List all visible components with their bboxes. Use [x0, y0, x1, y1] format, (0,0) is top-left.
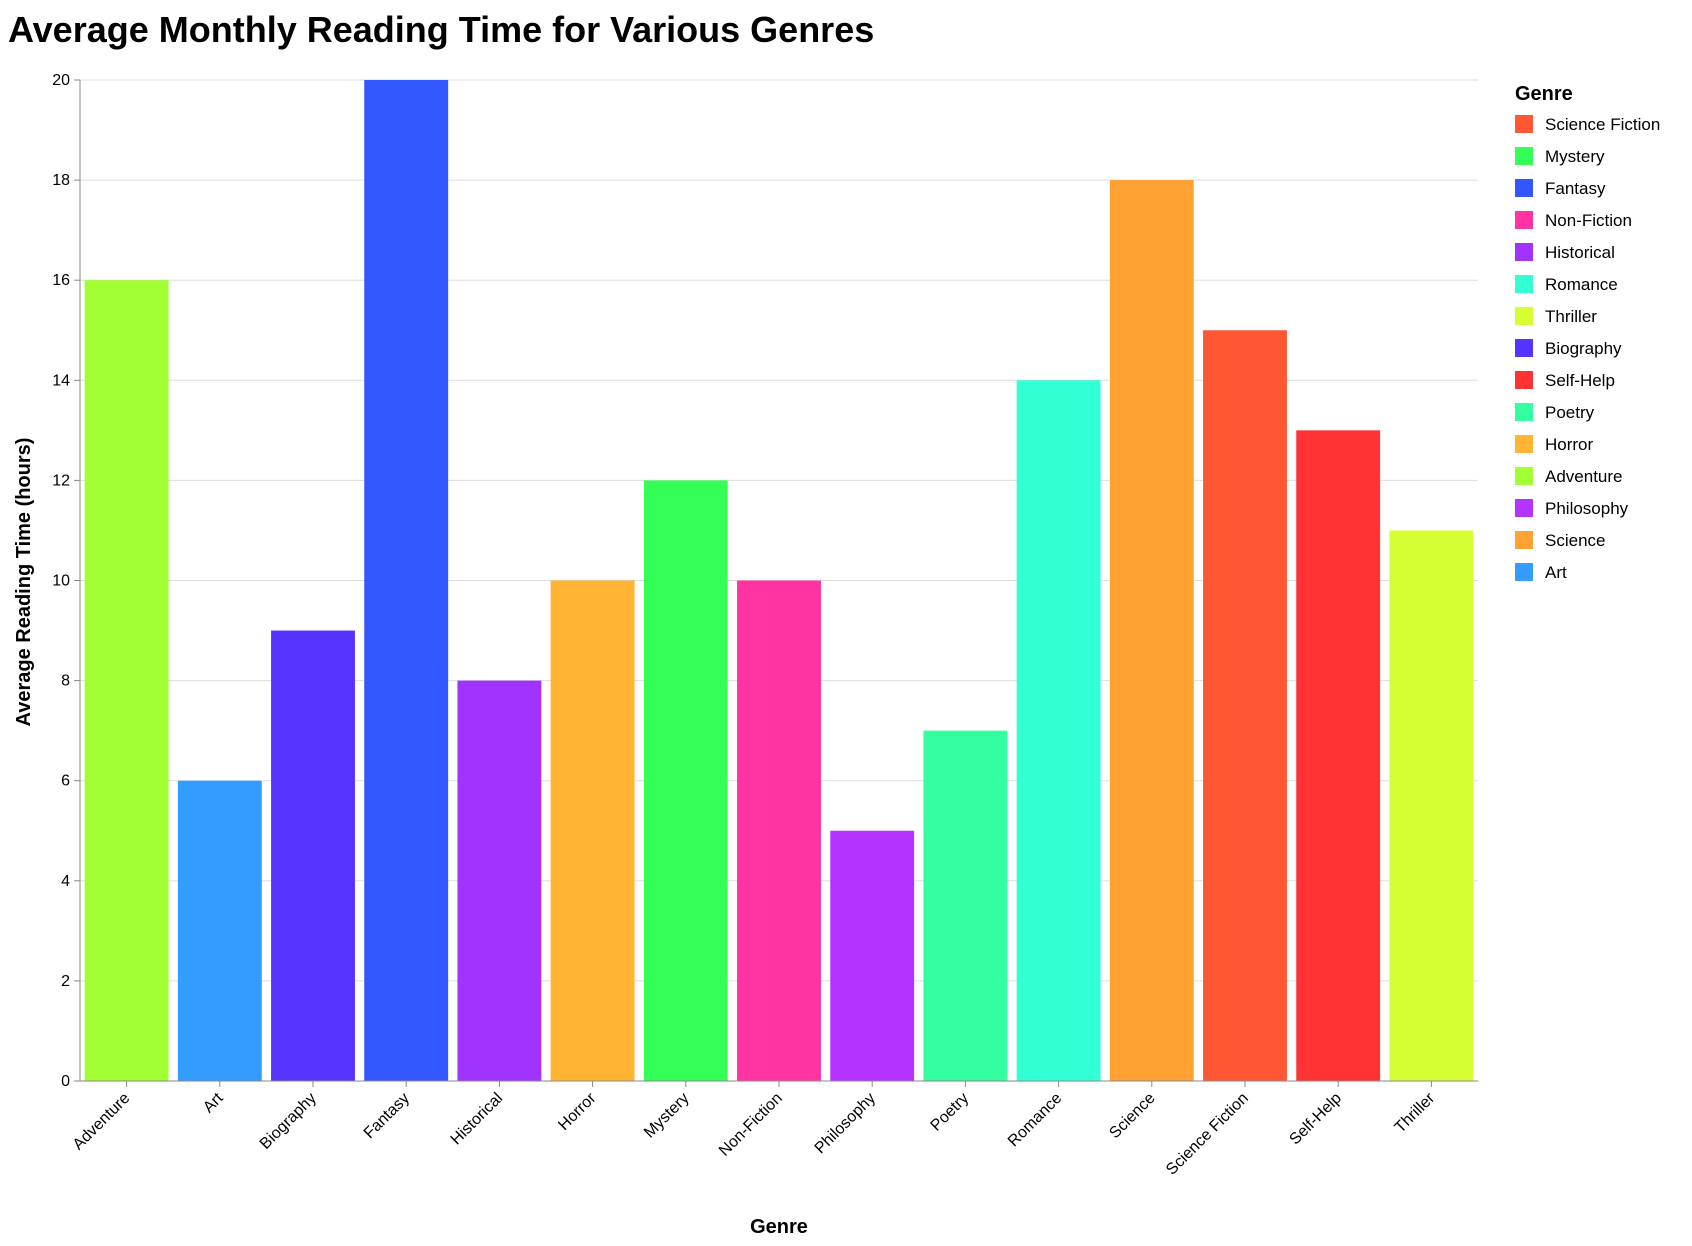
bar-horror [550, 580, 635, 1081]
bar-science-fiction [1203, 330, 1287, 1081]
legend-swatch [1515, 467, 1533, 485]
y-tick-label: 0 [61, 1073, 70, 1090]
legend-swatch [1515, 211, 1533, 229]
bar-mystery [643, 480, 728, 1081]
legend-swatch [1515, 435, 1533, 453]
y-tick-label: 18 [52, 172, 70, 189]
y-tick-label: 12 [52, 472, 70, 489]
x-tick-label: Self-Help [1286, 1090, 1345, 1149]
bar-historical [457, 680, 542, 1081]
legend: Genre Science Fiction Mystery Fantasy Non-F… [1515, 83, 1660, 582]
legend-label: Mystery [1545, 147, 1605, 166]
x-tick-label: Horror [555, 1089, 600, 1134]
y-tick-label: 14 [52, 372, 70, 389]
y-tick-label: 16 [52, 272, 70, 289]
y-tick-label: 8 [61, 673, 70, 690]
legend-label: Science Fiction [1545, 115, 1660, 134]
x-tick-label: Science Fiction [1163, 1090, 1252, 1179]
legend-swatch [1515, 339, 1533, 357]
legend-swatch [1515, 531, 1533, 549]
legend-label: Philosophy [1545, 499, 1629, 518]
bar-non-fiction [737, 580, 821, 1081]
legend-label: Poetry [1545, 403, 1595, 422]
x-tick-label: Biography [257, 1090, 320, 1153]
legend-label: Thriller [1545, 307, 1597, 326]
x-axis-title: Genre [750, 1216, 808, 1238]
x-tick-label: Poetry [928, 1090, 973, 1135]
bar-philosophy [830, 830, 915, 1081]
x-tick-label: Mystery [641, 1090, 693, 1142]
legend-label: Fantasy [1545, 179, 1606, 198]
legend-items: Science Fiction Mystery Fantasy Non-Fiction… [1515, 115, 1660, 582]
legend-title: Genre [1515, 83, 1573, 105]
legend-label: Self-Help [1545, 371, 1615, 390]
legend-swatch [1515, 275, 1533, 293]
x-tick-label: Art [200, 1089, 227, 1116]
x-tick-label: Romance [1005, 1090, 1066, 1151]
legend-swatch [1515, 307, 1533, 325]
legend-label: Science [1545, 531, 1605, 550]
legend-swatch [1515, 147, 1533, 165]
legend-swatch [1515, 371, 1533, 389]
legend-swatch [1515, 115, 1533, 133]
chart-title: Average Monthly Reading Time for Various… [8, 9, 874, 50]
legend-label: Horror [1545, 435, 1594, 454]
legend-label: Historical [1545, 243, 1615, 262]
bar-fantasy [364, 80, 449, 1081]
bar-poetry [923, 730, 1008, 1081]
y-tick-label: 10 [52, 573, 70, 590]
x-tick-label: Thriller [1392, 1089, 1439, 1136]
y-tick-label: 4 [61, 873, 70, 890]
legend-swatch [1515, 179, 1533, 197]
x-tick-label: Science [1106, 1090, 1158, 1142]
legend-label: Non-Fiction [1545, 211, 1632, 230]
legend-label: Art [1545, 563, 1567, 582]
x-tick-label: Non-Fiction [716, 1090, 786, 1160]
bars [84, 80, 1474, 1082]
bar-thriller [1389, 530, 1474, 1081]
legend-swatch [1515, 403, 1533, 421]
y-tick-label: 20 [52, 72, 70, 89]
bar-science [1109, 180, 1194, 1082]
x-tick-label: Historical [448, 1090, 507, 1149]
bar-biography [271, 630, 355, 1081]
legend-swatch [1515, 499, 1533, 517]
legend-swatch [1515, 563, 1533, 581]
x-tick-label: Fantasy [361, 1090, 413, 1142]
bar-self-help [1296, 430, 1381, 1082]
bar-adventure [84, 280, 169, 1081]
bar-romance [1016, 380, 1101, 1081]
y-tick-label: 6 [61, 773, 70, 790]
legend-label: Romance [1545, 275, 1618, 294]
bar-art [177, 780, 262, 1081]
legend-label: Adventure [1545, 467, 1623, 486]
x-tick-label: Adventure [70, 1090, 134, 1154]
y-tick-label: 2 [61, 973, 70, 990]
x-tick-label: Philosophy [812, 1090, 879, 1157]
legend-swatch [1515, 243, 1533, 261]
y-axis-title: Average Reading Time (hours) [13, 438, 35, 727]
legend-label: Biography [1545, 339, 1622, 358]
